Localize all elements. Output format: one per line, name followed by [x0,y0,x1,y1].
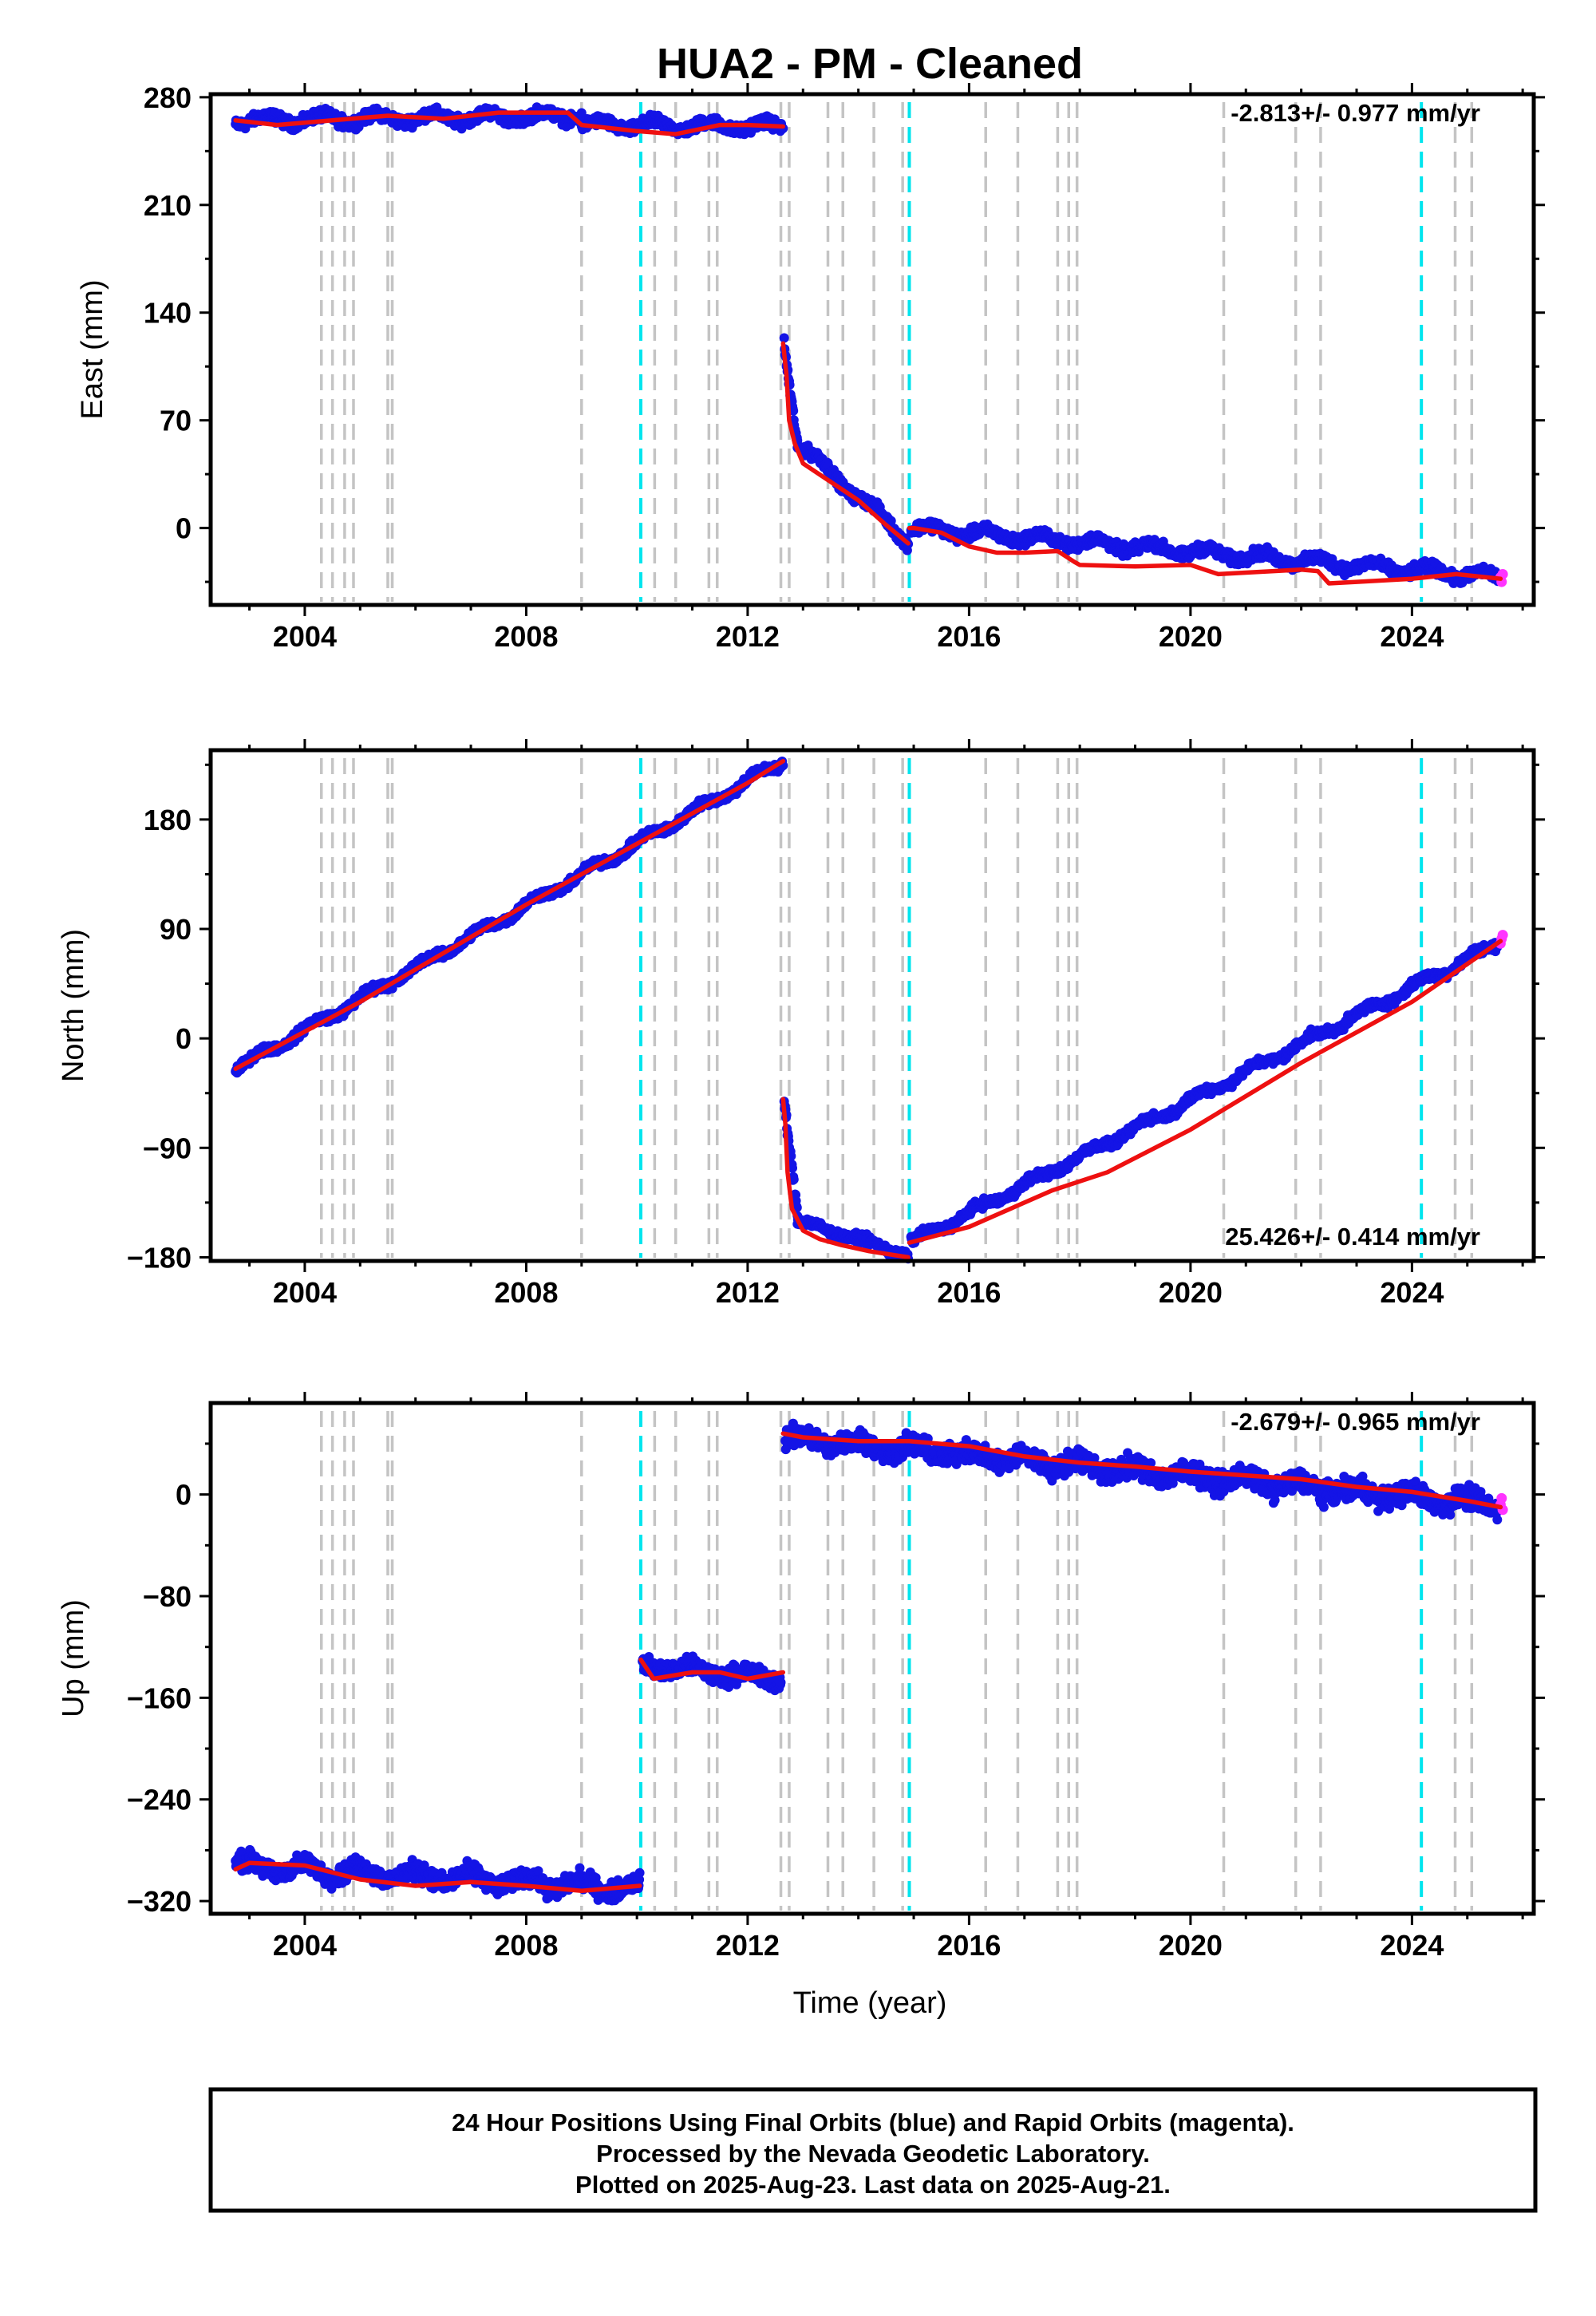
x-tick-label: 2004 [273,620,337,653]
x-tick-label: 2012 [716,620,780,653]
y-tick-label: 280 [144,81,192,114]
plot-frame [208,92,1536,607]
north-panel: 2004 2008 2012 2016 2020 2024−180−90090180Nor… [57,739,1545,1309]
y-tick-label: 210 [144,189,192,222]
x-tick-label: 2016 [937,620,1001,653]
y-tick-label: 70 [160,405,192,437]
y-tick-label: 0 [176,512,192,545]
x-tick-label: 2008 [494,620,558,653]
y-tick-label: 140 [144,297,192,330]
final-orbit-point [779,333,789,343]
x-tick-label: 2020 [1159,620,1223,653]
x-tick-label: 2024 [1380,620,1444,653]
east-panel: 2004 2008 2012 2016 2020 2024 0 70 140 210 280 East… [76,81,1545,653]
velocity-rate-label: -2.813+/- 0.977 mm/yr [1231,99,1480,127]
y-axis-title: East (mm) [76,279,109,419]
figure-title: HUA2 - PM - Cleaned [657,40,1083,88]
